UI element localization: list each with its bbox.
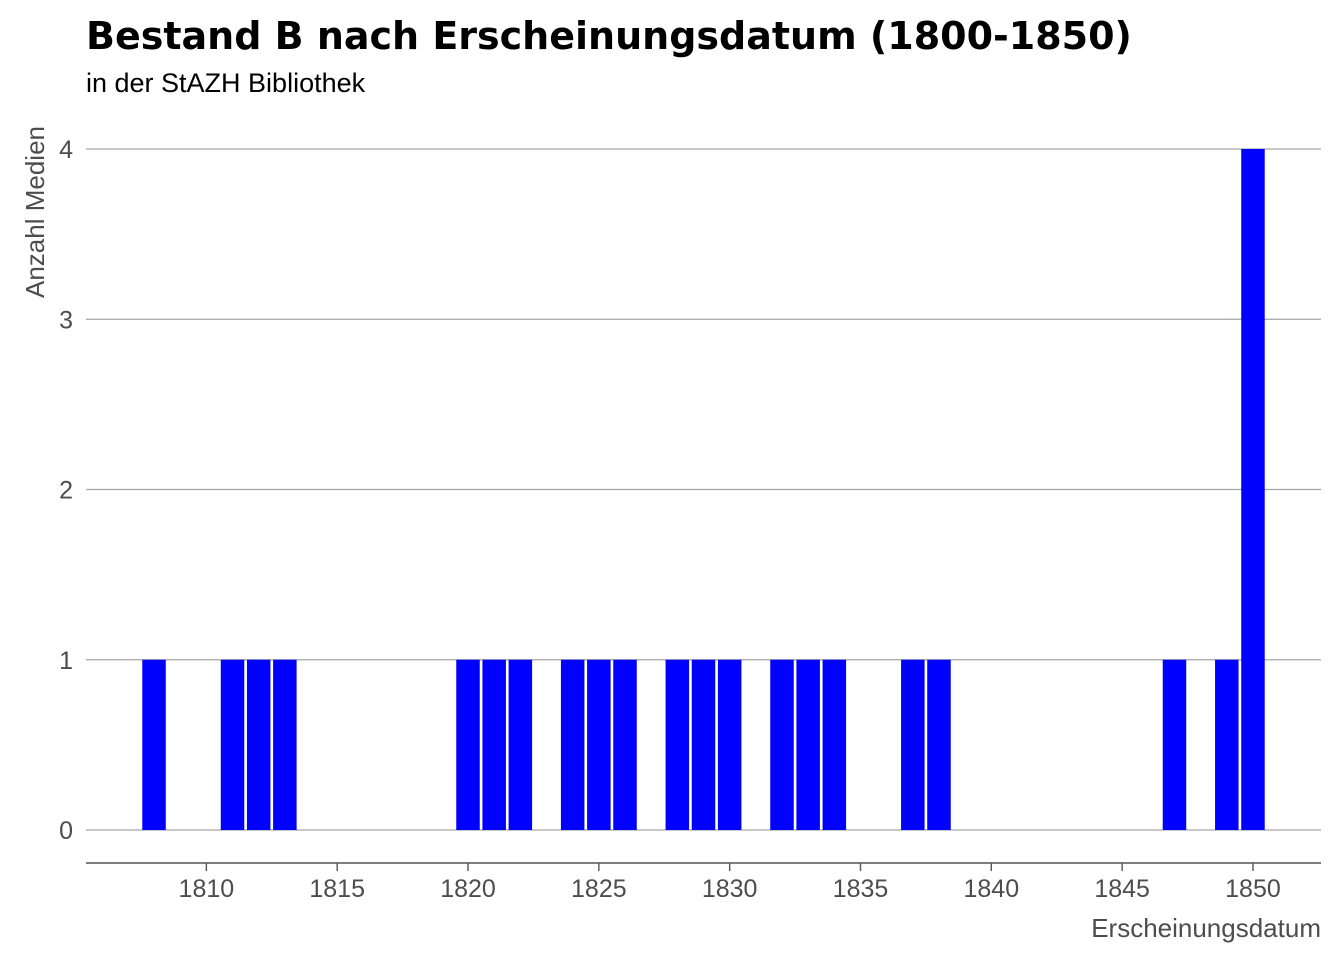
bar — [691, 659, 716, 830]
bar — [796, 659, 820, 830]
x-axis-title: Erscheinungsdatum — [1091, 913, 1321, 943]
chart-title: Bestand B nach Erscheinungsdatum (1800-1… — [86, 14, 1132, 58]
y-axis-title: Anzahl Medien — [20, 126, 50, 298]
y-tick-label: 0 — [59, 817, 73, 845]
bar — [901, 659, 925, 830]
bar — [1215, 659, 1239, 830]
bar — [560, 659, 585, 830]
bar — [613, 659, 637, 830]
bar — [1162, 659, 1187, 830]
y-tick-label: 3 — [59, 306, 73, 334]
bar — [142, 659, 166, 830]
y-axis: 0 1 2 3 4 — [59, 136, 73, 845]
bar — [717, 659, 742, 830]
bar — [273, 659, 297, 830]
x-tick-label: 1845 — [1094, 875, 1150, 903]
bars — [142, 149, 1265, 830]
y-tick-label: 1 — [59, 647, 73, 675]
x-tick-label: 1840 — [964, 875, 1020, 903]
x-axis: 1810 1815 1820 1825 1830 1835 1840 1845 1850 — [86, 862, 1321, 903]
x-tick-label: 1815 — [309, 875, 365, 903]
bar — [246, 659, 271, 830]
y-tick-label: 2 — [59, 477, 73, 505]
x-tick-label: 1810 — [179, 875, 235, 903]
x-tick-label: 1850 — [1225, 875, 1281, 903]
bar — [508, 659, 533, 830]
bar — [927, 659, 951, 830]
bar — [456, 659, 480, 830]
x-tick-label: 1820 — [440, 875, 496, 903]
chart-subtitle: in der StAZH Bibliothek — [86, 68, 366, 98]
bar — [770, 659, 794, 830]
bar — [482, 659, 506, 830]
bar — [587, 659, 611, 830]
x-tick-label: 1835 — [833, 875, 889, 903]
bar — [822, 659, 847, 830]
bar — [665, 659, 690, 830]
bar — [220, 659, 245, 830]
y-tick-label: 4 — [59, 136, 73, 164]
x-tick-label: 1830 — [702, 875, 758, 903]
x-tick-label: 1825 — [571, 875, 627, 903]
bar — [1241, 149, 1265, 830]
